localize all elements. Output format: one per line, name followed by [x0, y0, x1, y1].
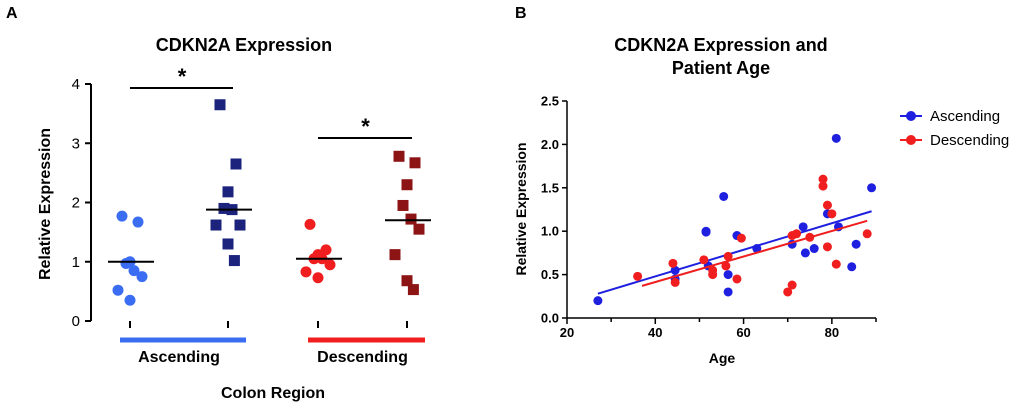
data-point: [800, 248, 810, 258]
data-point: [320, 244, 332, 256]
significance-marker: *: [178, 64, 187, 89]
data-point: [847, 262, 857, 272]
data-point: [312, 272, 324, 284]
data-point: [721, 261, 731, 271]
data-point: [719, 191, 729, 201]
data-point: [324, 259, 336, 271]
data-point: [230, 158, 242, 170]
data-point: [723, 270, 733, 280]
chart-a-ylabel: Relative Expression: [37, 128, 54, 280]
data-point: [407, 284, 419, 296]
y-tick-label: 0.0: [541, 311, 559, 326]
data-point: [809, 244, 819, 254]
significance-marker: *: [361, 114, 370, 139]
data-point: [116, 210, 128, 222]
data-point: [831, 133, 841, 143]
data-point: [867, 183, 877, 193]
data-point: [827, 209, 837, 219]
chart-b-plot: 0.0 0.5 1.0 1.5 2.0 2.5 20 40 60 80 Ascending Desce…: [541, 94, 1009, 341]
panel-label-b: B: [515, 5, 527, 22]
data-point: [210, 219, 222, 231]
data-point: [708, 270, 718, 280]
y-tick-label: 2.5: [541, 94, 559, 109]
y-tick-label: 0: [72, 313, 80, 330]
data-point: [124, 294, 136, 306]
chart-b-ylabel: Relative Expression: [513, 142, 529, 275]
data-point: [228, 255, 240, 267]
data-point: [792, 229, 802, 239]
data-point: [393, 150, 405, 162]
data-point: [132, 216, 144, 228]
data-point: [851, 239, 861, 249]
data-point: [862, 229, 872, 239]
y-tick-label: 3: [72, 135, 80, 152]
data-point: [300, 266, 312, 278]
data-point: [805, 232, 815, 242]
x-tick-label: 40: [648, 325, 662, 340]
data-point: [736, 233, 746, 243]
group-label: Ascending: [138, 349, 220, 366]
y-tick-label: 2: [72, 195, 80, 212]
data-point: [670, 277, 680, 287]
data-point: [818, 174, 828, 184]
data-point: [409, 157, 421, 169]
data-point: [413, 223, 425, 235]
data-point: [405, 213, 417, 225]
data-point: [218, 202, 230, 214]
data-point: [752, 244, 762, 254]
x-tick-label: 20: [560, 325, 574, 340]
data-point: [234, 219, 246, 231]
chart-a-title: CDKN2A Expression: [156, 35, 332, 55]
data-point: [214, 99, 226, 111]
data-point: [304, 218, 316, 230]
data-point: [822, 200, 832, 210]
data-point: [401, 275, 413, 287]
panel-label-a: A: [6, 5, 18, 22]
chart-b-title-line-2: Patient Age: [672, 58, 770, 78]
data-point: [633, 271, 643, 281]
regression-line: [597, 210, 872, 295]
data-point: [732, 274, 742, 284]
data-point: [831, 259, 841, 269]
data-point: [787, 280, 797, 290]
y-tick-label: 1: [72, 254, 80, 271]
data-point: [389, 249, 401, 261]
data-point: [401, 179, 413, 191]
data-point: [222, 238, 234, 250]
data-point: [593, 296, 603, 306]
y-tick-label: 1.0: [541, 224, 559, 239]
data-point: [723, 251, 733, 261]
data-point: [798, 222, 808, 232]
chart-b-xlabel: Age: [709, 350, 736, 366]
data-point: [128, 265, 140, 277]
data-point: [818, 181, 828, 191]
legend-label: Descending: [930, 132, 1009, 149]
x-tick-label: 60: [736, 325, 750, 340]
data-point: [783, 287, 793, 297]
data-point: [822, 242, 832, 252]
y-tick-label: 0.5: [541, 267, 559, 282]
legend-swatch-marker: [906, 135, 916, 145]
data-point: [112, 284, 124, 296]
data-point: [222, 186, 234, 198]
chart-a-xlabel: Colon Region: [221, 385, 325, 402]
legend-label: Ascending: [930, 108, 1000, 125]
data-point: [136, 271, 148, 283]
data-point: [701, 226, 711, 236]
y-tick-label: 2.0: [541, 137, 559, 152]
group-label: Descending: [317, 349, 408, 366]
y-tick-label: 4: [72, 76, 80, 93]
data-point: [670, 265, 680, 275]
chart-a-plot: 0 1 2 3 4 Ascending Descending * *: [72, 64, 431, 366]
legend-swatch-marker: [906, 111, 916, 121]
x-tick-label: 80: [825, 325, 839, 340]
chart-b-title-line-1: CDKN2A Expression and: [614, 35, 827, 55]
data-point: [397, 199, 409, 211]
data-point: [723, 287, 733, 297]
data-point: [668, 258, 678, 268]
y-tick-label: 1.5: [541, 180, 559, 195]
data-point: [699, 255, 709, 265]
regression-line: [641, 219, 868, 287]
